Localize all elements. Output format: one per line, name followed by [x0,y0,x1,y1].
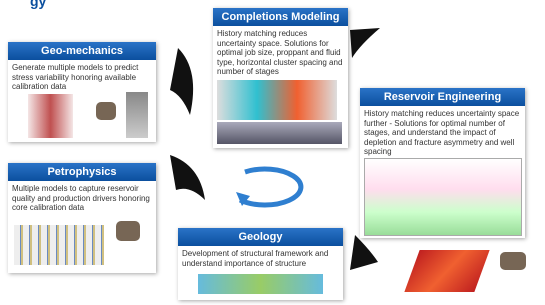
panel-title: Petrophysics [8,163,156,181]
panel-text: History matching reduces uncertainty spa… [360,106,525,160]
arrow [170,48,193,115]
arrow [350,235,378,270]
image [364,158,522,236]
panel: Petrophysics Multiple models to capture … [8,163,156,273]
panel-text: Multiple models to capture reservoir qua… [8,181,156,216]
panel: Completions Modeling History matching re… [213,8,348,148]
panel-title: Geo-mechanics [8,42,156,60]
panel-text: Generate multiple models to predict stre… [8,60,156,95]
image [116,221,140,241]
panel-text: Development of structural framework and … [178,246,343,271]
image [14,225,104,265]
panel: Reservoir Engineering History matching r… [360,88,525,238]
cycle-arrow [240,169,301,205]
image [217,80,337,120]
panel-title: Geology [178,228,343,246]
title-fragment: gy [30,0,47,9]
image [28,94,73,138]
panel-title: Reservoir Engineering [360,88,525,106]
image [96,102,116,120]
arrow [170,155,205,200]
arrow [350,28,380,58]
image [500,252,526,270]
image [126,92,148,138]
panel-title: Completions Modeling [213,8,348,26]
panel: Geo-mechanics Generate multiple models t… [8,42,156,142]
image [217,122,342,144]
panel: Geology Development of structural framew… [178,228,343,300]
panel-text: History matching reduces uncertainty spa… [213,26,348,80]
diagram: gy Geo-mechanics Generate multiple model… [0,0,545,305]
image [198,274,323,294]
